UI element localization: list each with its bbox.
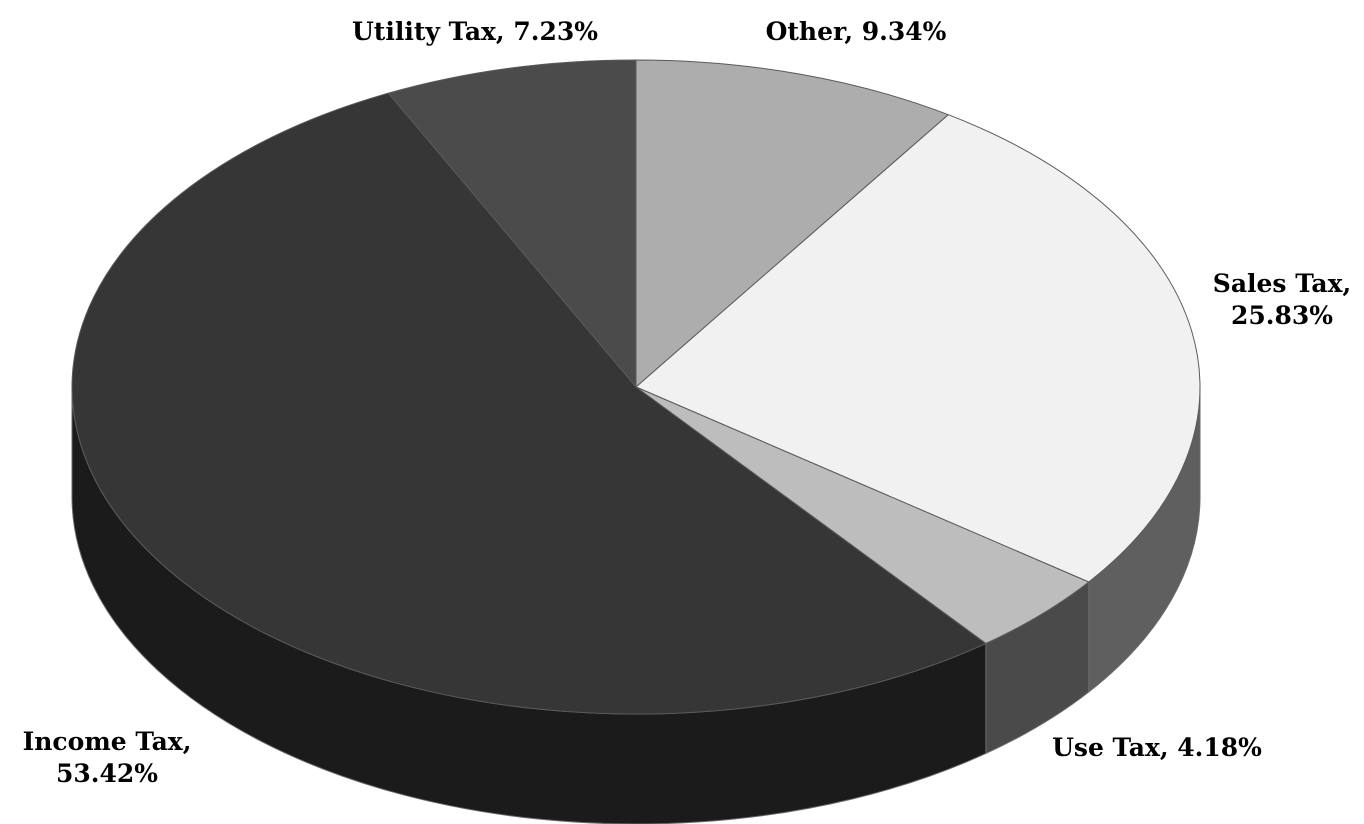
- pie-slice-other: [635, 59, 949, 388]
- data-label-line: 25.83%: [1231, 301, 1333, 330]
- data-label-sales-tax: Sales Tax, 25.83%: [1213, 269, 1351, 330]
- pie-slice-utility-tax: [388, 59, 637, 388]
- pie-top-faces: [71, 59, 1201, 715]
- data-label-line: Use Tax, 4.18%: [1052, 733, 1262, 762]
- data-label-line: Sales Tax,: [1213, 269, 1351, 298]
- pie-slice-sales-tax: [635, 114, 1201, 583]
- data-label-utility-tax: Utility Tax, 7.23%: [352, 17, 598, 46]
- data-label-line: Utility Tax, 7.23%: [352, 17, 598, 46]
- pie-slice-income-tax: [71, 92, 987, 715]
- data-label-line: 53.42%: [56, 759, 158, 788]
- data-label-income-tax: Income Tax, 53.42%: [23, 727, 192, 788]
- data-label-line: Income Tax,: [23, 727, 192, 756]
- data-label-other: Other, 9.34%: [766, 17, 947, 46]
- data-label-use-tax: Use Tax, 4.18%: [1052, 733, 1262, 762]
- data-label-line: Other, 9.34%: [766, 17, 947, 46]
- pie-data-labels: Other, 9.34% Sales Tax, 25.83% Use Tax, 4.1…: [23, 17, 1352, 788]
